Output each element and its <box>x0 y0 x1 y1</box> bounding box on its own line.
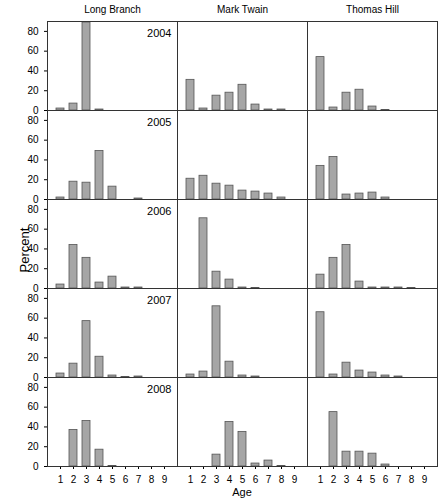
svg-text:Mark Twain: Mark Twain <box>217 4 268 15</box>
svg-text:4: 4 <box>227 474 233 485</box>
svg-text:40: 40 <box>27 332 39 343</box>
svg-text:60: 60 <box>27 45 39 56</box>
svg-text:2006: 2006 <box>147 205 171 217</box>
svg-text:2004: 2004 <box>147 27 171 39</box>
svg-text:7: 7 <box>266 474 272 485</box>
svg-text:20: 20 <box>27 352 39 363</box>
svg-text:1: 1 <box>58 474 64 485</box>
svg-text:9: 9 <box>422 474 428 485</box>
svg-text:7: 7 <box>136 474 142 485</box>
svg-text:20: 20 <box>27 174 39 185</box>
svg-text:4: 4 <box>357 474 363 485</box>
svg-text:2008: 2008 <box>147 383 171 395</box>
svg-text:2: 2 <box>201 474 207 485</box>
svg-text:4: 4 <box>97 474 103 485</box>
svg-text:6: 6 <box>253 474 259 485</box>
svg-text:9: 9 <box>162 474 168 485</box>
svg-text:40: 40 <box>27 65 39 76</box>
svg-text:3: 3 <box>344 474 350 485</box>
svg-text:8: 8 <box>409 474 415 485</box>
svg-text:9: 9 <box>292 474 298 485</box>
svg-text:1: 1 <box>188 474 194 485</box>
svg-text:20: 20 <box>27 441 39 452</box>
svg-text:80: 80 <box>27 382 39 393</box>
svg-text:1: 1 <box>318 474 324 485</box>
svg-text:5: 5 <box>110 474 116 485</box>
svg-text:6: 6 <box>383 474 389 485</box>
svg-text:8: 8 <box>149 474 155 485</box>
svg-text:2007: 2007 <box>147 294 171 306</box>
svg-text:5: 5 <box>240 474 246 485</box>
svg-text:Thomas Hill: Thomas Hill <box>346 4 399 15</box>
svg-text:3: 3 <box>214 474 220 485</box>
svg-text:60: 60 <box>27 312 39 323</box>
svg-text:2: 2 <box>331 474 337 485</box>
svg-text:80: 80 <box>27 293 39 304</box>
svg-text:0: 0 <box>33 461 39 472</box>
svg-text:6: 6 <box>123 474 129 485</box>
svg-text:80: 80 <box>27 204 39 215</box>
svg-text:20: 20 <box>27 85 39 96</box>
svg-text:80: 80 <box>27 115 39 126</box>
svg-text:40: 40 <box>27 154 39 165</box>
svg-text:3: 3 <box>84 474 90 485</box>
svg-text:2005: 2005 <box>147 116 171 128</box>
svg-text:7: 7 <box>396 474 402 485</box>
svg-text:40: 40 <box>27 421 39 432</box>
svg-text:8: 8 <box>279 474 285 485</box>
svg-text:2: 2 <box>71 474 77 485</box>
svg-text:60: 60 <box>27 401 39 412</box>
svg-text:5: 5 <box>370 474 376 485</box>
svg-text:60: 60 <box>27 134 39 145</box>
svg-text:80: 80 <box>27 26 39 37</box>
svg-text:Long Branch: Long Branch <box>84 4 141 15</box>
